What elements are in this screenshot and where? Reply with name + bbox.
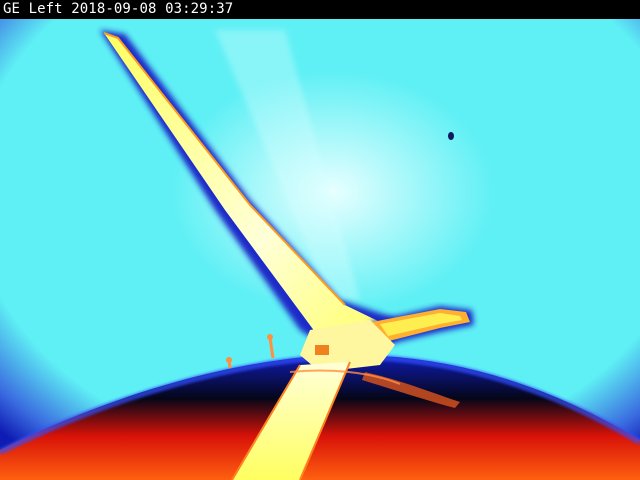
nacelle-reflection-2	[289, 369, 401, 385]
upper-blade-edge	[103, 32, 346, 306]
lower-blade-edge	[231, 361, 351, 480]
hub-detail	[315, 345, 329, 355]
sensor-posts	[226, 334, 275, 369]
right-blade-core	[380, 313, 462, 336]
osd-timestamp: GE Left 2018-09-08 03:29:37	[3, 1, 233, 18]
distant-object	[448, 132, 454, 140]
osd-date: 2018-09-08	[71, 1, 157, 17]
sky-halo	[215, 30, 360, 300]
lower-blade	[232, 362, 350, 480]
osd-header-bar: GE Left 2018-09-08 03:29:37	[0, 0, 640, 19]
rotor-hub	[300, 320, 395, 372]
upper-blade	[104, 33, 385, 358]
osd-time: 03:29:37	[165, 1, 234, 17]
nacelle-reflection	[362, 372, 460, 408]
camera-label: GE Left	[3, 1, 63, 17]
